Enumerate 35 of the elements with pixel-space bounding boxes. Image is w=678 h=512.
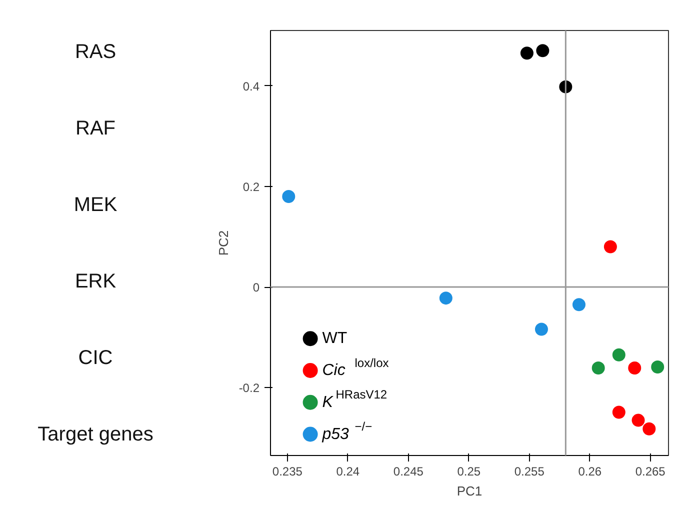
x-tick-label: 0.25 (457, 464, 481, 478)
text: RAF (76, 117, 116, 140)
text: ERK (74, 270, 117, 292)
legend-label: p53−/− (321, 420, 372, 443)
point (612, 406, 626, 419)
x-tick-label: 0.255 (514, 464, 545, 478)
point (282, 190, 296, 203)
point (572, 298, 586, 312)
x-tick-label: 0.235 (272, 464, 303, 478)
point (642, 422, 656, 436)
y-tick-label: 0.2 (242, 180, 260, 194)
point (632, 414, 645, 427)
x-tick-label: 0.245 (393, 464, 424, 478)
y-axis-title: PC2 (216, 230, 231, 256)
y-tick-label: -0.2 (238, 381, 260, 396)
text: RAS (74, 40, 116, 63)
point (604, 240, 617, 254)
point (534, 322, 548, 336)
point (651, 360, 664, 374)
text: CIC (78, 346, 113, 369)
x-tick-label: 0.24 (336, 464, 360, 478)
point (439, 292, 452, 305)
point (520, 46, 534, 60)
point (628, 361, 642, 374)
legend-label: WT (322, 330, 348, 348)
x-axis-title: PC1 (456, 484, 482, 498)
y-tick-label: 0.4 (242, 79, 260, 94)
x-tick-label: 0.265 (635, 464, 666, 478)
y-tick-label: 0 (252, 280, 260, 295)
x-tick-label: 0.26 (578, 464, 602, 478)
point (536, 44, 550, 58)
text: Target genes (38, 423, 154, 446)
text: MEK (74, 194, 118, 216)
point (612, 348, 626, 362)
point (592, 361, 605, 374)
